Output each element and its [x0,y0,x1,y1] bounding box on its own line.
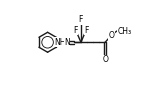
Text: N: N [64,38,70,47]
Text: F: F [74,26,78,35]
Text: O: O [108,31,114,40]
Text: F: F [79,15,83,24]
Text: NH: NH [54,38,66,47]
Text: F: F [84,26,88,35]
Text: CH₃: CH₃ [118,26,132,36]
Text: O: O [102,55,108,64]
